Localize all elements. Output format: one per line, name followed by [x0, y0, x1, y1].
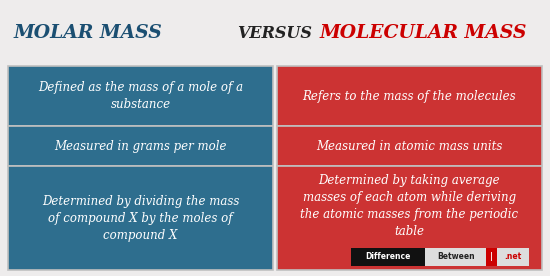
Bar	[497, 248, 529, 266]
Text: MOLECULAR MASS: MOLECULAR MASS	[320, 24, 527, 42]
Bar	[277, 166, 542, 270]
Text: Measured in atomic mass units: Measured in atomic mass units	[316, 140, 503, 153]
Text: Measured in grams per mole: Measured in grams per mole	[54, 140, 227, 153]
Text: |: |	[490, 253, 493, 261]
Text: Refers to the mass of the molecules: Refers to the mass of the molecules	[302, 90, 516, 103]
Bar	[486, 248, 497, 266]
Bar	[8, 66, 273, 126]
Text: Difference: Difference	[366, 253, 411, 261]
Bar	[8, 166, 273, 270]
Bar	[425, 248, 486, 266]
Text: MOLAR MASS: MOLAR MASS	[14, 24, 162, 42]
Text: Between: Between	[437, 253, 475, 261]
Text: Determined by taking average
masses of each atom while deriving
the atomic masse: Determined by taking average masses of e…	[300, 174, 519, 238]
Text: Determined by dividing the mass
of compound X by the moles of
compound X: Determined by dividing the mass of compo…	[42, 195, 239, 242]
Bar	[277, 66, 542, 126]
Text: VERSUS: VERSUS	[238, 25, 312, 42]
Text: Defined as the mass of a mole of a
substance: Defined as the mass of a mole of a subst…	[38, 81, 243, 111]
Bar	[277, 126, 542, 166]
Text: .net: .net	[504, 253, 521, 261]
Bar	[8, 126, 273, 166]
Bar	[351, 248, 425, 266]
